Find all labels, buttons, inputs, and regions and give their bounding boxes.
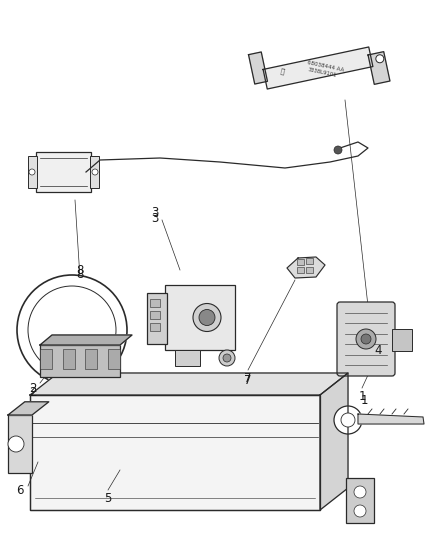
- Text: 2: 2: [29, 385, 37, 399]
- Bar: [297, 267, 304, 273]
- Text: 4: 4: [374, 343, 382, 357]
- Polygon shape: [8, 402, 49, 415]
- Text: 1: 1: [360, 393, 368, 407]
- Bar: [108, 349, 120, 369]
- Circle shape: [354, 505, 366, 517]
- Circle shape: [334, 406, 362, 434]
- Bar: [147, 293, 167, 344]
- Text: 68038444 AA: 68038444 AA: [307, 60, 345, 72]
- Bar: [150, 311, 160, 319]
- Circle shape: [193, 303, 221, 332]
- Circle shape: [199, 310, 215, 326]
- Bar: [8, 415, 32, 473]
- Circle shape: [361, 334, 371, 344]
- Bar: [392, 329, 412, 351]
- Circle shape: [28, 286, 116, 374]
- Circle shape: [334, 146, 342, 154]
- Circle shape: [376, 55, 384, 63]
- Circle shape: [356, 329, 376, 349]
- Text: 7: 7: [244, 372, 252, 384]
- Circle shape: [223, 354, 231, 362]
- Bar: [306, 258, 313, 264]
- Bar: [30, 395, 320, 510]
- Text: 6: 6: [16, 483, 24, 497]
- FancyBboxPatch shape: [337, 302, 395, 376]
- Polygon shape: [40, 335, 132, 345]
- Bar: [63, 349, 74, 369]
- Bar: [36, 152, 91, 192]
- Bar: [40, 345, 120, 377]
- Circle shape: [219, 350, 235, 366]
- Circle shape: [17, 275, 127, 385]
- Text: 3: 3: [151, 212, 159, 224]
- Bar: [85, 349, 97, 369]
- Circle shape: [354, 486, 366, 498]
- Polygon shape: [30, 373, 348, 395]
- Text: 7: 7: [244, 374, 252, 386]
- Bar: [297, 259, 304, 265]
- Bar: [150, 323, 160, 331]
- Bar: [150, 299, 160, 307]
- Text: 5: 5: [104, 492, 112, 505]
- Text: 2: 2: [29, 382, 37, 394]
- Polygon shape: [358, 414, 424, 424]
- Circle shape: [92, 169, 98, 175]
- Bar: [306, 267, 313, 273]
- Bar: [165, 285, 235, 350]
- Polygon shape: [287, 257, 325, 278]
- Circle shape: [29, 169, 35, 175]
- Bar: [346, 478, 374, 523]
- Text: 3338L9101: 3338L9101: [307, 68, 337, 78]
- Polygon shape: [263, 47, 373, 89]
- Polygon shape: [320, 373, 348, 510]
- Bar: [28, 156, 37, 188]
- Circle shape: [8, 436, 24, 452]
- Text: 8: 8: [76, 269, 84, 281]
- Bar: [40, 349, 52, 369]
- Bar: [175, 350, 200, 366]
- Polygon shape: [248, 52, 268, 84]
- Circle shape: [341, 413, 355, 427]
- Polygon shape: [368, 52, 390, 84]
- Text: 1: 1: [358, 390, 366, 402]
- Text: 3: 3: [151, 206, 159, 220]
- Text: Ⓜ: Ⓜ: [279, 67, 285, 75]
- Text: 8: 8: [76, 263, 84, 277]
- Text: 4: 4: [374, 343, 382, 357]
- Bar: [90, 156, 99, 188]
